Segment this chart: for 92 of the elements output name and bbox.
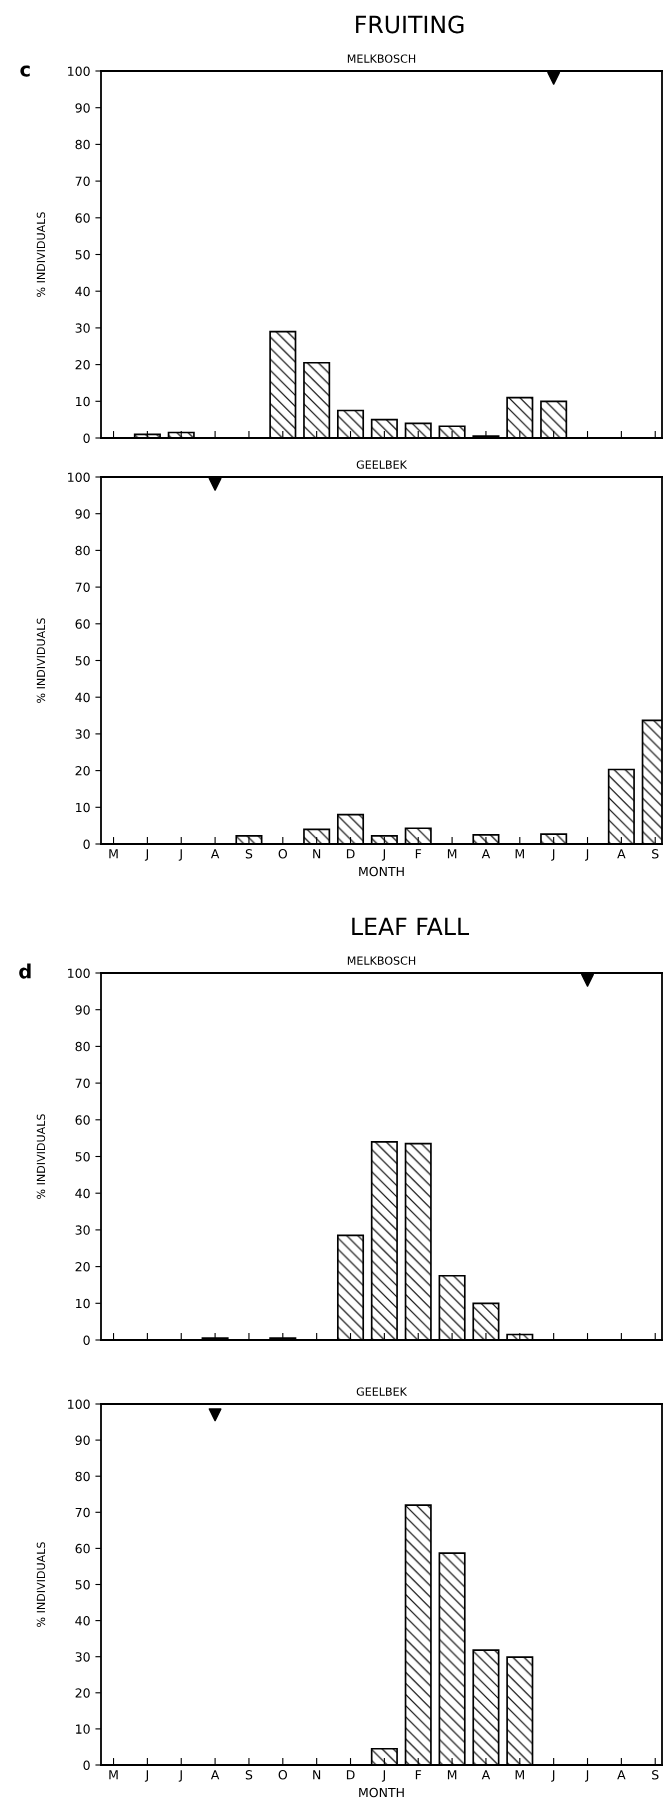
y-tick-label: 0 <box>83 1335 90 1345</box>
y-tick-label: 80 <box>75 1041 90 1052</box>
text: c <box>20 65 30 77</box>
x-tick-label: J <box>381 849 385 861</box>
x-axis-title: MONTH <box>359 1787 404 1798</box>
y-tick-label: 90 <box>75 1005 90 1015</box>
x-tick-label: F <box>415 1770 422 1780</box>
x-tick-label: J <box>178 849 182 861</box>
x-tick-label: S <box>245 1770 253 1780</box>
y-tick-label: 30 <box>75 323 90 333</box>
x-axis-title: MONTH <box>359 866 404 877</box>
x-tick-label: D <box>346 1770 355 1780</box>
x-tick-label: A <box>481 1770 491 1780</box>
y-tick-label: 0 <box>83 1760 90 1770</box>
y-tick-label: 20 <box>75 766 90 776</box>
x-tick-label: J <box>585 849 589 861</box>
y-tick-label: 60 <box>75 1115 90 1125</box>
y-tick-label: 60 <box>75 1543 90 1554</box>
y-tick-label: 0 <box>83 839 90 849</box>
y-axis-title: % INDIVIDUALS <box>36 212 46 297</box>
x-tick-label: A <box>617 1770 626 1780</box>
x-tick-label: N <box>313 1770 321 1780</box>
chart-subtitle: MELKBOSCH <box>347 956 416 965</box>
x-tick-label: M <box>447 1770 457 1780</box>
y-tick-label: 60 <box>75 619 90 629</box>
y-tick-label: 80 <box>75 1471 90 1482</box>
x-tick-label: A <box>210 1770 220 1780</box>
y-tick-label: 90 <box>75 509 90 519</box>
y-tick-label: 10 <box>76 1724 90 1734</box>
x-tick-label: J <box>551 849 555 861</box>
y-tick-label: 30 <box>75 1652 90 1662</box>
y-tick-label: 80 <box>75 545 90 556</box>
y-tick-label: 10 <box>76 1298 90 1309</box>
chart-subtitle: MELKBOSCH <box>347 54 416 63</box>
x-tick-label: A <box>210 849 220 859</box>
x-tick-label: A <box>481 849 491 859</box>
y-tick-label: 70 <box>75 1507 90 1518</box>
chart-title: FRUITING <box>356 15 464 34</box>
x-tick-label: M <box>109 849 118 859</box>
y-tick-label: 10 <box>76 802 90 813</box>
chart-title: GEELBEK <box>356 1387 408 1396</box>
y-tick-label: 0 <box>83 433 90 443</box>
y-tick-label: 40 <box>75 692 90 703</box>
x-tick-label: O <box>278 1770 288 1780</box>
x-tick-label: J <box>144 1770 148 1782</box>
y-axis-title: % INDIVIDUALS <box>36 1114 46 1199</box>
y-tick-label: 50 <box>75 249 90 260</box>
y-tick-label: 10 <box>76 396 90 407</box>
y-tick-label: 100 <box>68 968 90 978</box>
x-tick-label: J <box>178 1770 182 1782</box>
y-tick-label: 50 <box>75 1151 90 1162</box>
x-tick-label: M <box>109 1770 118 1780</box>
x-tick-label: S <box>652 849 659 859</box>
y-axis-title: % INDIVIDUALS <box>36 1542 46 1627</box>
x-tick-label: M <box>515 1770 524 1780</box>
y-tick-label: 100 <box>68 66 90 76</box>
x-tick-label: M <box>447 849 457 859</box>
y-axis-title: % INDIVIDUALS <box>36 618 46 703</box>
x-tick-label: J <box>585 1770 589 1782</box>
x-tick-label: J <box>381 1770 385 1782</box>
chart-title: LEAF FALL <box>352 917 470 936</box>
y-tick-label: 20 <box>75 1688 90 1698</box>
y-tick-label: 100 <box>68 472 90 482</box>
y-tick-label: 20 <box>75 1262 90 1272</box>
y-tick-label: 70 <box>75 1078 90 1089</box>
y-tick-label: 60 <box>75 213 90 223</box>
y-tick-label: 30 <box>75 729 90 739</box>
x-tick-label: J <box>551 1770 555 1782</box>
y-tick-label: 90 <box>75 1435 90 1446</box>
y-tick-label: 20 <box>75 360 90 370</box>
text: d <box>19 963 31 979</box>
y-tick-label: 50 <box>75 655 90 666</box>
x-tick-label: M <box>515 849 524 859</box>
y-tick-label: 40 <box>75 1616 90 1626</box>
chart-title: GEELBEK <box>356 460 408 469</box>
y-tick-label: 70 <box>75 582 90 593</box>
x-tick-label: S <box>245 849 253 859</box>
y-tick-label: 40 <box>75 286 90 297</box>
x-tick-label: S <box>652 1770 659 1780</box>
y-tick-label: 90 <box>75 103 90 113</box>
x-tick-label: D <box>346 849 355 859</box>
x-tick-label: A <box>617 849 626 859</box>
y-tick-label: 30 <box>75 1225 90 1235</box>
x-tick-label: J <box>144 849 148 861</box>
y-tick-label: 100 <box>68 1399 90 1409</box>
y-tick-label: 80 <box>75 139 90 150</box>
y-tick-label: 70 <box>75 176 90 187</box>
y-tick-label: 50 <box>75 1579 90 1590</box>
x-tick-label: F <box>415 849 422 859</box>
x-tick-label: O <box>278 849 288 859</box>
x-tick-label: N <box>313 849 321 859</box>
y-tick-label: 40 <box>75 1188 90 1199</box>
